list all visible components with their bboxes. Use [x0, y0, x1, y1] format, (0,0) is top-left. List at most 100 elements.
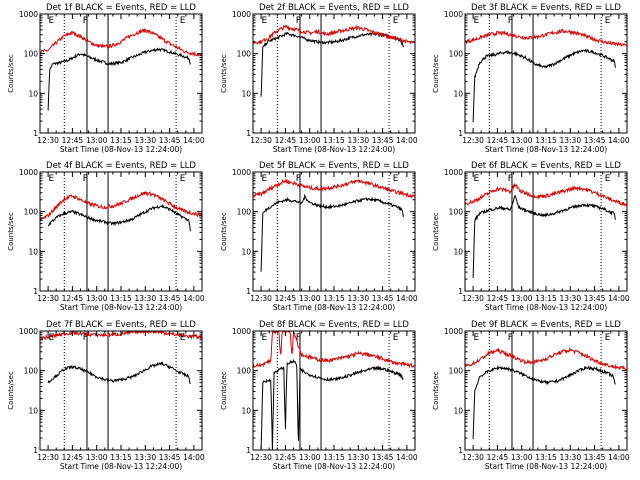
x-axis-label: Start Time (08-Nov-13 12:24:00) — [60, 145, 182, 154]
y-tick-label: 1 — [458, 446, 463, 455]
x-tick-label: 12:30 — [250, 294, 272, 303]
plot-frame — [39, 171, 203, 292]
x-tick-label: 13:00 — [86, 294, 108, 303]
panel-5: Det 5f BLACK = Events, RED = LLD E F E 1 10 10… — [220, 161, 418, 312]
y-tick-label: 1000 — [444, 327, 463, 336]
x-tick-label: 13:15 — [535, 294, 557, 303]
phase-marker-label: F — [83, 16, 88, 26]
series-lld-line — [253, 178, 415, 199]
phase-marker-label: E — [393, 16, 399, 26]
x-axis-label: Start Time (08-Nov-13 12:24:00) — [485, 303, 607, 312]
plot-frame — [252, 171, 416, 292]
x-tick-label: 12:45 — [62, 294, 84, 303]
y-tick-label: 10 — [453, 247, 463, 256]
phase-marker-label: E — [605, 174, 611, 184]
y-tick-label: 10 — [28, 247, 38, 256]
series-traces — [253, 331, 415, 450]
phase-marker-label: F — [83, 333, 88, 343]
y-tick-label: 1 — [33, 287, 38, 296]
x-tick-label: 12:30 — [462, 294, 484, 303]
phase-marker-label: E — [261, 333, 267, 343]
x-tick-label: 12:30 — [462, 453, 484, 462]
phase-marker-label: E — [48, 16, 54, 26]
y-tick-label: 1000 — [19, 10, 38, 19]
panel-1: Det 1f BLACK = Events, RED = LLD E F E 1 10 10… — [7, 3, 205, 154]
panel-title: Det 8f BLACK = Events, RED = LLD — [259, 320, 409, 330]
y-tick-label: 10 — [28, 406, 38, 415]
phase-marker-label: F — [508, 174, 513, 184]
phase-marker-label: E — [180, 16, 186, 26]
x-tick-label: 12:45 — [487, 136, 509, 145]
y-tick-label: 1000 — [19, 327, 38, 336]
plot-frame — [464, 13, 628, 134]
plot-frame — [39, 13, 203, 134]
y-axis-label: Counts/sec — [220, 212, 228, 251]
x-tick-label: 12:30 — [37, 453, 59, 462]
phase-marker-label: F — [83, 174, 88, 184]
x-axis-label: Start Time (08-Nov-13 12:24:00) — [60, 462, 182, 471]
series-traces — [253, 178, 415, 272]
y-axis-label: Counts/sec — [7, 212, 15, 251]
x-axis-label: Start Time (08-Nov-13 12:24:00) — [60, 303, 182, 312]
y-tick-label: 100 — [449, 208, 464, 217]
phase-marker-label: E — [261, 174, 267, 184]
x-tick-label: 13:45 — [372, 453, 394, 462]
phase-marker-label: F — [508, 16, 513, 26]
series-events-line — [260, 193, 404, 272]
series-traces — [40, 28, 202, 111]
y-tick-label: 1000 — [444, 168, 463, 177]
y-axis-label: Counts/sec — [432, 371, 440, 410]
y-tick-label: 100 — [237, 367, 252, 376]
y-tick-label: 1 — [246, 446, 251, 455]
series-events-line — [47, 47, 191, 111]
y-tick-label: 100 — [449, 367, 464, 376]
y-tick-label: 100 — [24, 50, 39, 59]
x-tick-label: 13:15 — [323, 294, 345, 303]
x-tick-label: 13:45 — [159, 136, 181, 145]
phase-marker-label: F — [296, 333, 301, 343]
x-tick-label: 13:00 — [299, 294, 321, 303]
panel-title: Det 6f BLACK = Events, RED = LLD — [471, 161, 621, 171]
panel-title: Det 2f BLACK = Events, RED = LLD — [259, 3, 409, 13]
phase-marker-label: E — [393, 333, 399, 343]
y-tick-label: 1 — [246, 129, 251, 138]
x-tick-label: 13:45 — [372, 136, 394, 145]
x-tick-label: 12:45 — [487, 294, 509, 303]
x-tick-label: 12:45 — [275, 453, 297, 462]
panel-2: Det 2f BLACK = Events, RED = LLD E F E 1 10 10… — [220, 3, 418, 154]
y-tick-label: 100 — [449, 50, 464, 59]
x-tick-label: 13:45 — [159, 453, 181, 462]
y-tick-label: 100 — [24, 208, 39, 217]
series-traces — [465, 347, 627, 440]
panel-title: Det 3f BLACK = Events, RED = LLD — [471, 3, 621, 13]
x-tick-label: 14:00 — [396, 453, 418, 462]
y-axis-label: Counts/sec — [220, 54, 228, 93]
x-tick-label: 14:00 — [608, 294, 630, 303]
panel-4: Det 4f BLACK = Events, RED = LLD E F E 1 10 10… — [7, 161, 205, 312]
x-tick-label: 13:45 — [159, 294, 181, 303]
series-lld-line — [40, 190, 202, 222]
x-tick-label: 13:00 — [86, 136, 108, 145]
series-traces — [253, 24, 415, 97]
series-events-line — [472, 49, 616, 123]
x-tick-label: 12:45 — [62, 136, 84, 145]
x-tick-label: 13:15 — [110, 453, 132, 462]
x-tick-label: 13:30 — [559, 453, 581, 462]
x-tick-label: 12:45 — [62, 453, 84, 462]
panel-8: Det 8f BLACK = Events, RED = LLD E F E 1 10 10… — [220, 320, 418, 471]
x-tick-label: 13:15 — [110, 136, 132, 145]
panel-9: Det 9f BLACK = Events, RED = LLD E F E 1 10 10… — [432, 320, 630, 471]
x-tick-label: 13:00 — [511, 136, 533, 145]
x-tick-label: 13:45 — [584, 136, 606, 145]
phase-marker-label: E — [605, 333, 611, 343]
series-lld-line — [40, 28, 202, 57]
panel-7: Det 7f BLACK = Events, RED = LLD E F E 1 10 10… — [7, 320, 205, 471]
panel-3: Det 3f BLACK = Events, RED = LLD E F E 1 10 10… — [432, 3, 630, 154]
x-tick-label: 13:30 — [134, 294, 156, 303]
y-tick-label: 1 — [33, 446, 38, 455]
y-tick-label: 1000 — [232, 168, 251, 177]
x-tick-label: 13:00 — [299, 453, 321, 462]
phase-marker-label: F — [508, 333, 513, 343]
panel-title: Det 4f BLACK = Events, RED = LLD — [46, 161, 196, 171]
